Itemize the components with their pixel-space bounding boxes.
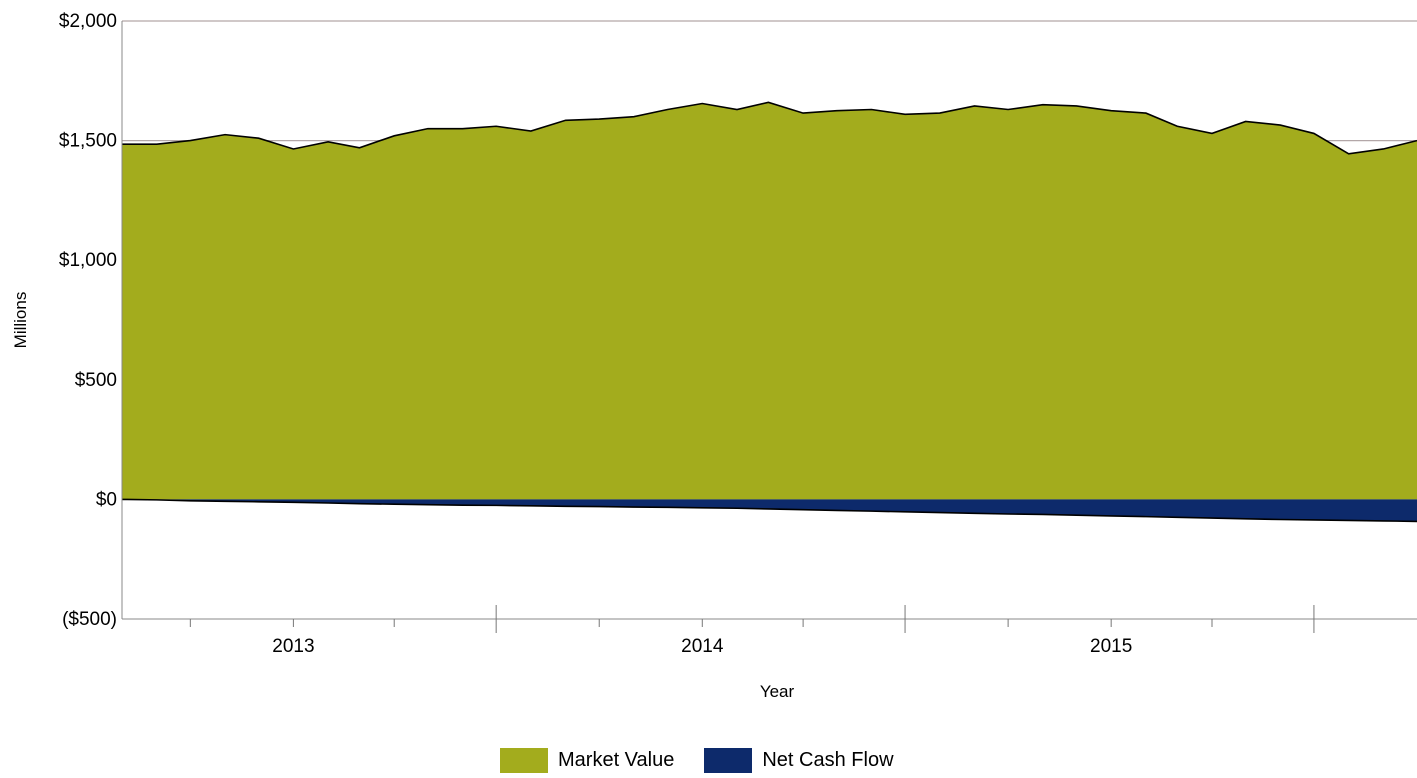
legend-item-market-value: Market Value: [500, 748, 674, 773]
y-tick-label: $500: [75, 370, 117, 391]
x-axis-title: Year: [760, 682, 795, 701]
legend-item-net-cash-flow: Net Cash Flow: [704, 748, 894, 773]
y-tick-label: $1,500: [59, 131, 117, 152]
x-tick-label: 2015: [1090, 636, 1132, 657]
legend-swatch-market-value: [500, 748, 548, 773]
y-tick-label: $0: [96, 489, 117, 510]
area-series: [121, 101, 1417, 523]
y-tick-label: $1,000: [59, 250, 117, 271]
line-market-value: [122, 101, 1417, 155]
y-tick-label: ($500): [62, 609, 117, 630]
x-tick-label: 2013: [272, 636, 314, 657]
line-net-cash-flow: [121, 498, 1417, 523]
y-tick-label: $2,000: [59, 11, 117, 32]
legend-label-market-value: Market Value: [558, 749, 675, 771]
area-market-value: [122, 102, 1417, 500]
legend-swatch-net-cash-flow: [704, 748, 753, 773]
y-tick-labels: ($500) $0 $500 $1,000 $1,500 $2,000: [59, 11, 117, 630]
axes: [121, 21, 1417, 633]
y-axis-title: Millions: [11, 292, 30, 349]
x-tick-labels: 2013 2014 2015: [272, 636, 1132, 657]
x-tick-label: 2014: [681, 636, 724, 657]
legend-label-net-cash-flow: Net Cash Flow: [762, 749, 894, 771]
legend: Market Value Net Cash Flow: [500, 748, 924, 773]
